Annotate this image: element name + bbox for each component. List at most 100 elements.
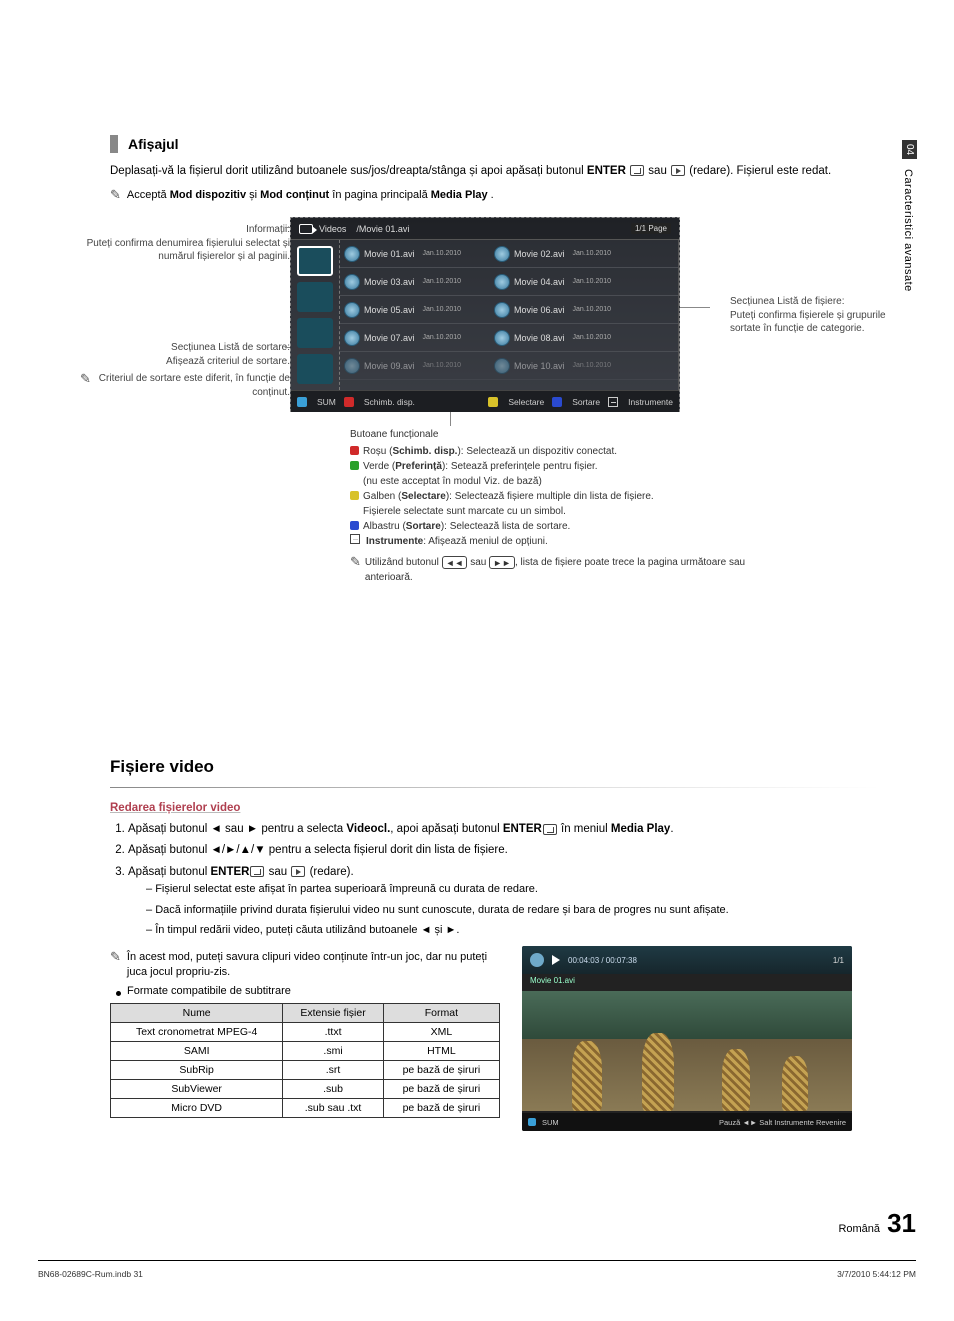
sort-thumb[interactable] [297, 318, 333, 348]
bullet-row: Formate compatibile de subtitrare [110, 985, 500, 997]
step-item: Apăsați butonul ◄/►/▲/▼ pentru a selecta… [128, 841, 880, 859]
page-num-big: 31 [887, 1208, 916, 1238]
dash-item: În timpul redării video, puteți căuta ut… [146, 922, 880, 940]
subsection-title: Redarea fișierelor video [110, 802, 880, 814]
yellow-chip [350, 491, 359, 500]
movie-icon [494, 246, 510, 262]
movie-icon [344, 302, 360, 318]
lower-left-col: ✎ În acest mod, puteți savura clipuri vi… [110, 946, 500, 1118]
mp-file-list: Movie 01.aviJan.10.2010 Movie 02.aviJan.… [339, 240, 679, 390]
enter-label: ENTER [587, 165, 626, 177]
table-header: Nume [111, 1003, 283, 1022]
sum-label: SUM [542, 1118, 559, 1127]
sort-thumb[interactable] [297, 282, 333, 312]
player-time: 00:04:03 / 00:07:38 [568, 956, 825, 965]
note-icon: ✎ [110, 950, 121, 963]
tools-icon [608, 397, 618, 407]
table-header-row: Nume Extensie fișier Format [111, 1003, 500, 1022]
dash-item: Dacă informațiile privind durata fișieru… [146, 902, 880, 920]
chapter-number: 04 [902, 140, 917, 159]
tools-icon [350, 534, 360, 544]
fn-title: Butoane funcționale [350, 427, 780, 442]
sum-chip [528, 1118, 536, 1126]
movie-icon [344, 330, 360, 346]
callout-filelist: Secțiunea Listă de fișiere: Puteți confi… [730, 295, 890, 336]
steps-list: Apăsați butonul ◄ sau ► pentru a selecta… [110, 820, 880, 940]
blue-chip [350, 521, 359, 530]
step-item: Apăsați butonul ENTER sau (redare). Fiși… [128, 863, 880, 940]
page-content: Afișajul Deplasați-vă la fișierul dorit … [110, 135, 880, 1131]
footer-right: 3/7/2010 5:44:12 PM [837, 1269, 916, 1279]
enter-icon [543, 824, 557, 835]
player-scene [522, 991, 852, 1111]
movie-icon [494, 302, 510, 318]
forward-key: ►► [489, 556, 515, 569]
player-top-bar: 00:04:03 / 00:07:38 1/1 [522, 946, 852, 974]
function-buttons-block: Butoane funcționale Roșu (Schimb. disp.)… [350, 427, 780, 585]
player-mode-icon [530, 953, 544, 967]
page-lang: Română [838, 1223, 880, 1235]
note-row: ✎ Acceptă Mod dispozitiv și Mod conținut… [110, 188, 880, 203]
red-chip [350, 446, 359, 455]
file-row[interactable]: Movie 01.aviJan.10.2010 Movie 02.aviJan.… [340, 240, 678, 268]
section-underline [110, 787, 880, 788]
footer-rule [38, 1260, 916, 1261]
note-icon: ✎ [350, 555, 361, 585]
file-row[interactable]: Movie 07.aviJan.10.2010 Movie 08.aviJan.… [340, 324, 678, 352]
file-row[interactable]: Movie 05.aviJan.10.2010 Movie 06.aviJan.… [340, 296, 678, 324]
videos-icon [299, 224, 313, 234]
yellow-chip [488, 397, 498, 407]
section-title: Afișajul [128, 136, 179, 152]
player-filename: Movie 01.avi [530, 976, 575, 985]
file-row[interactable]: Movie 03.aviJan.10.2010 Movie 04.aviJan.… [340, 268, 678, 296]
media-play-diagram: Informații: Puteți confirma denumirea fi… [110, 217, 880, 477]
bullet-icon [116, 991, 121, 996]
sum-chip [297, 397, 307, 407]
video-player-mock: 00:04:03 / 00:07:38 1/1 Movie 01.avi SUM… [522, 946, 852, 1131]
file-row[interactable]: Movie 09.aviJan.10.2010 Movie 10.aviJan.… [340, 352, 678, 380]
table-row: Text cronometrat MPEG-4.ttxtXML [111, 1022, 500, 1041]
table-row: SubRip.srtpe bază de șiruri [111, 1060, 500, 1079]
table-header: Extensie fișier [283, 1003, 383, 1022]
breadcrumb: /Movie 01.avi [356, 224, 631, 234]
print-footer: BN68-02689C-Rum.indb 31 3/7/2010 5:44:12… [38, 1269, 916, 1279]
section-title-bar [110, 135, 118, 153]
play-state-icon [552, 955, 560, 965]
player-controls-hint: Pauză ◄► Salt Instrumente Revenire [719, 1118, 846, 1127]
callout-sort: Secțiunea Listă de sortare: Afișează cri… [80, 341, 290, 368]
note-row: ✎ În acest mod, puteți savura clipuri vi… [110, 950, 500, 981]
scene-graphic [782, 1056, 808, 1111]
mp-header: Videos /Movie 01.avi 1/1 Page [291, 218, 679, 240]
page-number: Română 31 [838, 1208, 916, 1239]
chapter-label: Caracteristici avansate [902, 159, 914, 292]
connector-line [680, 307, 710, 308]
movie-icon [494, 274, 510, 290]
play-icon [291, 866, 305, 877]
intro-text-3: (redare). Fișierul este redat. [689, 165, 831, 177]
enter-icon [630, 165, 644, 176]
intro-paragraph: Deplasați-vă la fișierul dorit utilizând… [110, 163, 880, 180]
movie-icon [344, 358, 360, 374]
dash-item: Fișierul selectat este afișat în partea … [146, 881, 880, 899]
media-play-panel: Videos /Movie 01.avi 1/1 Page Movie 01.a… [290, 217, 680, 412]
connector-line [450, 412, 451, 426]
sort-thumb[interactable] [297, 246, 333, 276]
footer-left: BN68-02689C-Rum.indb 31 [38, 1269, 143, 1279]
mp-body: Movie 01.aviJan.10.2010 Movie 02.aviJan.… [291, 240, 679, 390]
scene-graphic [572, 1041, 602, 1111]
rewind-key: ◄◄ [442, 556, 468, 569]
fn-note: ✎ Utilizând butonul ◄◄ sau ►►, lista de … [350, 555, 780, 585]
mp-sort-sidebar [291, 240, 339, 390]
section-title-row: Afișajul [110, 135, 880, 153]
page-indicator: 1/1 Page [631, 223, 671, 234]
note-icon: ✎ [80, 372, 91, 399]
videos-label: Videos [319, 224, 346, 234]
sort-thumb[interactable] [297, 354, 333, 384]
player-bottom-bar: SUM Pauză ◄► Salt Instrumente Revenire [522, 1113, 852, 1131]
mp-footer: SUM Schimb. disp. Selectare Sortare Inst… [291, 390, 679, 412]
note-text: Acceptă Mod dispozitiv și Mod conținut î… [127, 188, 494, 203]
bullet-text: Formate compatibile de subtitrare [127, 985, 291, 997]
callout-sort-note: ✎ Criteriul de sortare este diferit, în … [80, 372, 290, 399]
table-row: Micro DVD.sub sau .txtpe bază de șiruri [111, 1098, 500, 1117]
movie-icon [494, 330, 510, 346]
